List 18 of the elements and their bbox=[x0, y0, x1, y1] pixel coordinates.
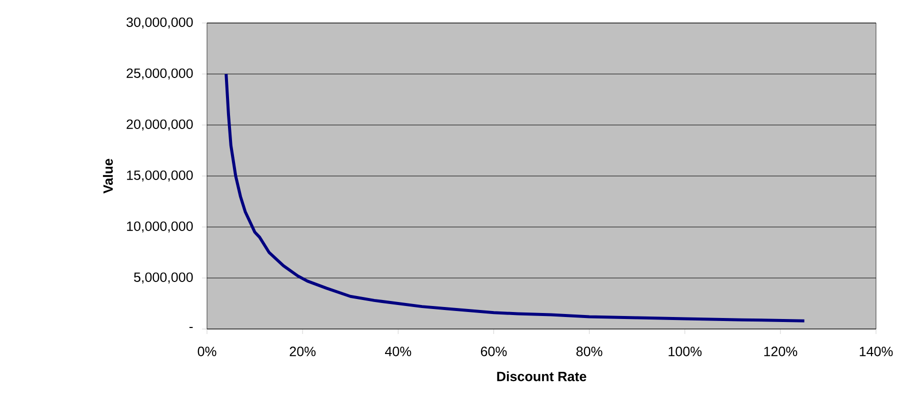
x-tick-label: 80% bbox=[576, 346, 602, 356]
x-axis-title: Discount Rate bbox=[497, 371, 586, 382]
x-tick-label: 60% bbox=[480, 346, 507, 356]
x-tick-label: 100% bbox=[668, 346, 702, 356]
y-tick-label: 25,000,000 bbox=[126, 68, 193, 80]
x-tick-label: 40% bbox=[385, 346, 412, 356]
y-tick-label: 5,000,000 bbox=[134, 272, 193, 284]
y-tick-label: 30,000,000 bbox=[126, 17, 193, 29]
y-tick-label: - bbox=[189, 326, 193, 328]
y-axis-title: Value bbox=[102, 158, 113, 194]
x-tick-label: 0% bbox=[198, 346, 216, 356]
y-tick-label: 20,000,000 bbox=[126, 119, 193, 131]
x-tick-label: 120% bbox=[764, 346, 798, 356]
y-tick-label: 10,000,000 bbox=[127, 221, 193, 233]
x-tick-label: 140% bbox=[860, 346, 893, 356]
y-tick-label: 15,000,000 bbox=[127, 170, 193, 182]
x-tick-label: 20% bbox=[290, 346, 316, 356]
line-series bbox=[224, 72, 806, 322]
